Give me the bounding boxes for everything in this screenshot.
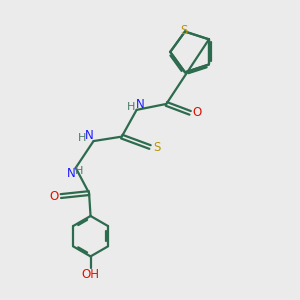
Text: N: N xyxy=(136,98,145,111)
Text: S: S xyxy=(181,24,188,37)
Text: O: O xyxy=(50,190,59,202)
Text: OH: OH xyxy=(82,268,100,281)
Text: S: S xyxy=(153,140,160,154)
Text: H: H xyxy=(127,102,136,112)
Text: O: O xyxy=(192,106,201,119)
Text: N: N xyxy=(67,167,75,180)
Text: N: N xyxy=(85,129,94,142)
Text: H: H xyxy=(78,133,86,143)
Text: H: H xyxy=(75,167,83,176)
